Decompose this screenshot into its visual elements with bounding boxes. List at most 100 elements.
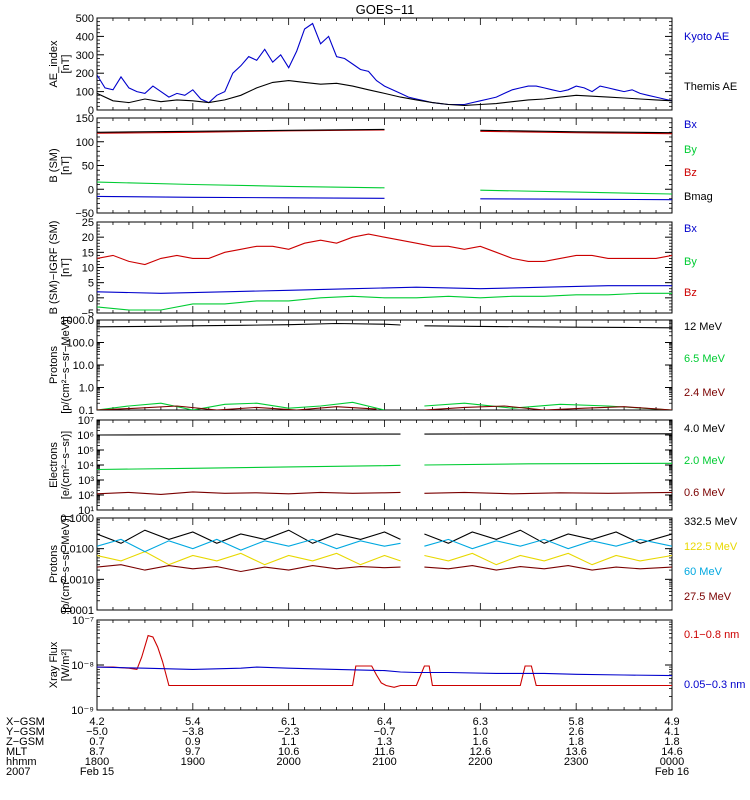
- ephemeris-value: 2200: [468, 756, 492, 768]
- ephemeris-value: 4.9: [664, 716, 679, 728]
- ephemeris-value: −2.3: [278, 726, 300, 738]
- series-line-2: [97, 550, 401, 566]
- series-line-2: [424, 402, 672, 410]
- y-tick-label: 10⁻⁸: [71, 660, 94, 672]
- panel-5: 10¹ 10² 10³ 10⁴ 10⁵ 10⁶ 10⁷ Electrons [e/(cm²−s−…: [48, 415, 726, 517]
- series-line-3: [97, 491, 401, 495]
- panel-frame: [96, 619, 673, 711]
- series-line-4: [97, 564, 401, 573]
- y-tick-label: 400: [76, 31, 94, 43]
- y-tick-label: 0: [88, 293, 94, 305]
- ephemeris-value: 1.3: [377, 736, 392, 748]
- series-line-3: [424, 491, 672, 495]
- ephemeris-value: 1.8: [664, 736, 679, 748]
- ephemeris-value: 1900: [181, 756, 205, 768]
- ephemeris-row-label: X−GSM: [6, 716, 45, 728]
- y-axis-unit: [nT]: [60, 156, 72, 175]
- y-tick-label: 15: [82, 247, 94, 259]
- legend-label: 6.5 MeV: [684, 353, 726, 365]
- ephemeris-value: 1.6: [473, 736, 488, 748]
- y-tick-label: 10²: [78, 490, 94, 502]
- panel-frame: [96, 319, 673, 411]
- ephemeris-row-label: Y−GSM: [6, 726, 45, 738]
- series-line-4: [97, 128, 385, 133]
- legend-label: 27.5 MeV: [684, 591, 732, 603]
- legend-label: 60 MeV: [684, 566, 723, 578]
- ephemeris-value: 4.1: [664, 726, 679, 738]
- series-line-3: [424, 405, 672, 410]
- legend-label: Bx: [684, 223, 697, 235]
- ephemeris-value: 6.4: [377, 716, 392, 728]
- ephemeris-value: 13.6: [565, 746, 586, 758]
- ephemeris-value: 1.1: [281, 736, 296, 748]
- y-tick-label: 0.1: [79, 405, 94, 417]
- ephemeris-row-label: hhmm: [6, 756, 37, 768]
- ephemeris-value: 8.7: [89, 746, 104, 758]
- y-tick-label: 0.0100: [60, 544, 94, 556]
- ephemeris-value: 0.9: [185, 736, 200, 748]
- y-axis-unit: [W/m²]: [60, 649, 72, 681]
- y-tick-label: 150: [76, 113, 94, 125]
- legend-label: 0.1−0.8 nm: [684, 629, 739, 641]
- ephemeris-value: 10.6: [278, 746, 299, 758]
- ephemeris-date-end: Feb 16: [655, 766, 689, 778]
- legend-label: 0.6 MeV: [684, 487, 726, 499]
- ephemeris-value: 11.6: [374, 746, 395, 758]
- series-line-2: [97, 401, 385, 410]
- legend-label: 4.0 MeV: [684, 423, 726, 435]
- series-line-3: [97, 538, 401, 553]
- ephemeris-value: 1.8: [569, 736, 584, 748]
- series-line-2: [97, 666, 672, 677]
- ephemeris-value: 2100: [372, 756, 396, 768]
- series-line-1: [480, 198, 672, 201]
- y-tick-label: 300: [76, 50, 94, 62]
- legend-label: Bz: [684, 287, 697, 299]
- series-line-2: [424, 552, 672, 566]
- series-line-2: [480, 189, 672, 195]
- y-tick-label: 5: [88, 278, 94, 290]
- series-line-3: [97, 405, 377, 410]
- ephemeris-table: X−GSM 4.2 5.4 6.1 6.4 6.3 5.8 4.9 Y−GSM −5.0 −3.8 −…: [6, 716, 689, 778]
- y-tick-label: 0.1000: [60, 513, 94, 525]
- panel-3: −5 0 5 10 15 20 25 B (SM)−IGRF (SM) [nT] Bx By Bz: [48, 217, 697, 320]
- series-line-2: [97, 181, 385, 189]
- series-line-1: [97, 529, 401, 544]
- y-axis-label: B (SM): [48, 148, 60, 182]
- ephemeris-value: 14.6: [661, 746, 682, 758]
- legend-label: Bx: [684, 119, 697, 131]
- series-line-3: [424, 538, 672, 550]
- y-tick-label: 10: [82, 263, 94, 275]
- y-tick-label: 10⁵: [77, 445, 94, 457]
- series-line-1: [97, 322, 401, 328]
- series-line-1: [97, 22, 672, 106]
- y-tick-label: 200: [76, 68, 94, 80]
- y-tick-label: 25: [82, 217, 94, 229]
- y-tick-label: 50: [82, 161, 94, 173]
- legend-label: 12 MeV: [684, 321, 723, 333]
- legend-label: 332.5 MeV: [684, 516, 738, 528]
- ephemeris-row-label: MLT: [6, 746, 27, 758]
- ephemeris-year: 2007: [6, 766, 30, 778]
- ephemeris-row-label: Z−GSM: [6, 736, 44, 748]
- y-tick-label: 0.0010: [60, 574, 94, 586]
- ephemeris-value: 1800: [85, 756, 109, 768]
- y-tick-label: 0: [88, 105, 94, 117]
- series-line-4: [480, 129, 672, 134]
- y-tick-label: 500: [76, 13, 94, 25]
- y-tick-label: 10⁻⁷: [72, 615, 94, 627]
- legend-label: 0.05−0.3 nm: [684, 679, 745, 691]
- legend-label: 122.5 MeV: [684, 541, 738, 553]
- ephemeris-date-start: Feb 15: [80, 766, 114, 778]
- ephemeris-value: 0.7: [89, 736, 104, 748]
- legend-label: By: [684, 256, 697, 268]
- y-tick-label: −5: [81, 308, 94, 320]
- panel-6: 0.0001 0.0010 0.0100 0.1000 Protons [p/(cm²−s…: [48, 513, 738, 617]
- legend-label: Bz: [684, 167, 697, 179]
- legend-label: Bmag: [684, 191, 713, 203]
- y-axis-label: Protons: [48, 545, 60, 583]
- legend-label: Kyoto AE: [684, 31, 729, 43]
- y-tick-label: 20: [82, 232, 94, 244]
- y-tick-label: 10⁻⁹: [71, 705, 94, 717]
